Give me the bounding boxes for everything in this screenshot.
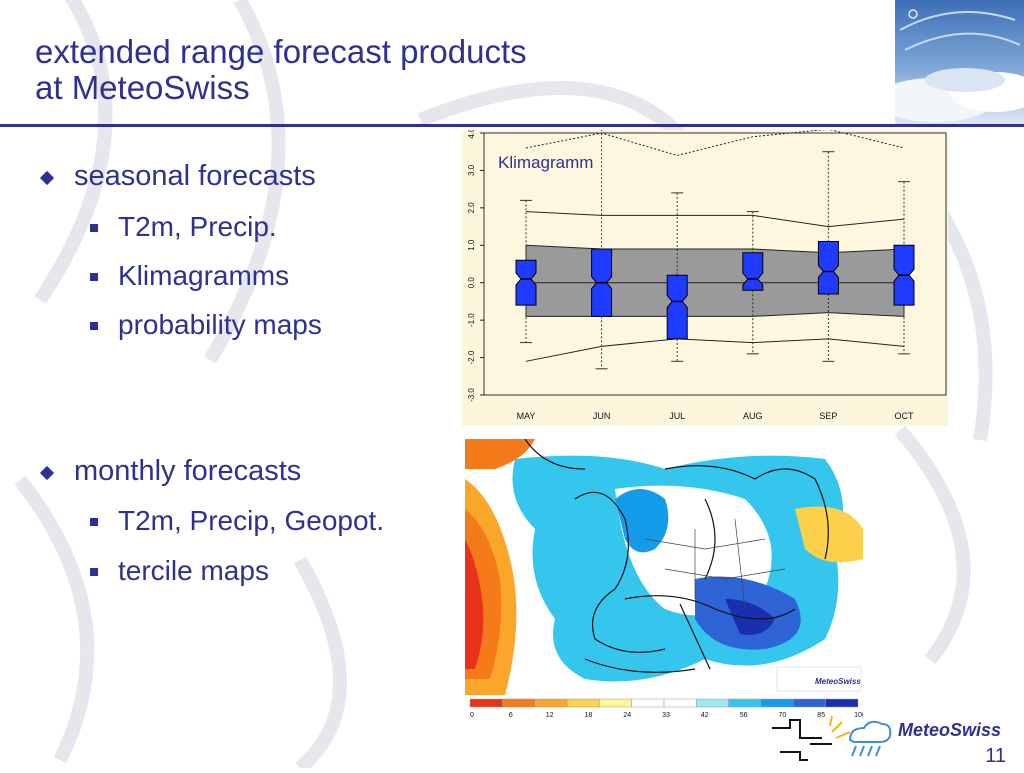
- bullet-tercile-maps: tercile maps: [118, 555, 269, 586]
- y-tick-label: 3.0: [467, 164, 476, 176]
- square-bullet-icon: [90, 224, 98, 232]
- square-bullet-icon: [90, 322, 98, 330]
- page-number: 11: [985, 745, 1006, 767]
- legend-tick-label: 85: [817, 712, 825, 719]
- square-bullet-icon: [90, 273, 98, 281]
- chart-title: Klimagramm: [498, 153, 593, 172]
- map-region-warm-north: [465, 439, 535, 469]
- legend-swatch: [793, 698, 826, 708]
- y-tick-label: 0.0: [467, 277, 476, 289]
- slide-title: extended range forecast products at Mete…: [35, 34, 527, 106]
- legend-tick-label: 24: [623, 712, 631, 719]
- legend-tick-label: 0: [470, 712, 474, 719]
- climate-outer-high-line: [525, 211, 905, 228]
- slide-title-line-1: extended range forecast products: [35, 33, 527, 70]
- bullet-t2m-precip-geopot: T2m, Precip, Geopot.: [118, 505, 385, 536]
- legend-swatch: [534, 698, 568, 708]
- legend-swatch: [566, 698, 600, 708]
- slide-title-line-2: at MeteoSwiss: [35, 69, 250, 106]
- square-bullet-icon: [90, 568, 98, 576]
- legend-swatch: [663, 698, 697, 708]
- title-divider: [0, 124, 1024, 127]
- corner-sky-photo: [895, 0, 1024, 124]
- tercile-map: MeteoSwiss: [465, 439, 863, 695]
- y-tick-label: -1.0: [467, 313, 476, 327]
- y-tick-label: 1.0: [467, 239, 476, 251]
- klimagramm-chart: -3.0 -2.0 -1.0 0.0 1.0 2.0 3.0 4.0 MAY JUN JUL AUG S…: [462, 127, 948, 426]
- legend-swatch: [728, 698, 762, 708]
- legend-swatch: [825, 698, 859, 708]
- bullet-monthly-forecasts: monthly forecasts: [74, 455, 302, 487]
- y-tick-label: 4.0: [467, 130, 476, 139]
- meteoswiss-footer-logo: [770, 714, 1024, 768]
- legend-tick-label: 12: [546, 712, 554, 719]
- x-tick-label: MAY: [517, 411, 536, 421]
- bullet-seasonal-forecasts: seasonal forecasts: [74, 160, 316, 192]
- legend-swatch: [469, 698, 503, 708]
- map-logo-text: MeteoSwiss: [815, 677, 861, 686]
- climate-outer-low-line: [525, 338, 905, 362]
- map-region-coldest: [725, 599, 775, 635]
- map-coastlines: [524, 439, 829, 673]
- box-jul: [666, 274, 688, 340]
- legend-swatch: [631, 698, 665, 708]
- y-tick-label: -2.0: [467, 350, 476, 364]
- map-region-warm-east: [795, 506, 863, 563]
- legend-tick-label: 100: [854, 712, 863, 719]
- map-borders: [644, 518, 786, 610]
- x-tick-label: JUN: [593, 411, 611, 421]
- legend-swatch: [502, 698, 535, 708]
- legend-tick-label: 6: [509, 712, 513, 719]
- x-tick-label: OCT: [895, 411, 915, 421]
- box-may: [515, 259, 537, 306]
- legend-tick-label: 33: [662, 712, 670, 719]
- bullet-t2m-precip: T2m, Precip.: [118, 211, 277, 242]
- legend-swatch: [760, 698, 794, 708]
- legend-tick-label: 42: [701, 712, 709, 719]
- x-tick-label: AUG: [743, 411, 763, 421]
- square-bullet-icon: [90, 518, 98, 526]
- legend-swatch: [696, 698, 729, 708]
- tercile-map-svg: MeteoSwiss: [465, 439, 863, 695]
- x-tick-label: JUL: [669, 411, 685, 421]
- y-tick-label: 2.0: [467, 202, 476, 214]
- meteoswiss-logo-icon: [772, 715, 892, 761]
- legend-swatch: [599, 698, 632, 708]
- klimagramm-svg: -3.0 -2.0 -1.0 0.0 1.0 2.0 3.0 4.0 MAY JUN JUL AUG S…: [467, 127, 947, 421]
- y-tick-label: -3.0: [467, 388, 476, 402]
- climate-max-dotted-line: [525, 128, 905, 156]
- box-aug: [742, 252, 764, 291]
- legend-tick-label: 70: [779, 712, 787, 719]
- x-tick-label: SEP: [819, 411, 837, 421]
- map-color-legend: 0 6 12 18 24 33 42 56 70 85 100: [468, 698, 866, 720]
- bullet-probability-maps: probability maps: [118, 309, 322, 340]
- legend-svg: 0 6 12 18 24 33 42 56 70 85 100: [469, 698, 866, 719]
- map-logo-box: [776, 666, 862, 692]
- map-region-hot: [465, 539, 484, 669]
- bullet-klimagramms: Klimagramms: [118, 260, 290, 291]
- legend-tick-label: 56: [740, 712, 748, 719]
- legend-tick-label: 18: [585, 712, 593, 719]
- box-sep: [817, 241, 839, 295]
- brand-name: MeteoSwiss: [898, 720, 1002, 740]
- climate-band: [525, 244, 905, 317]
